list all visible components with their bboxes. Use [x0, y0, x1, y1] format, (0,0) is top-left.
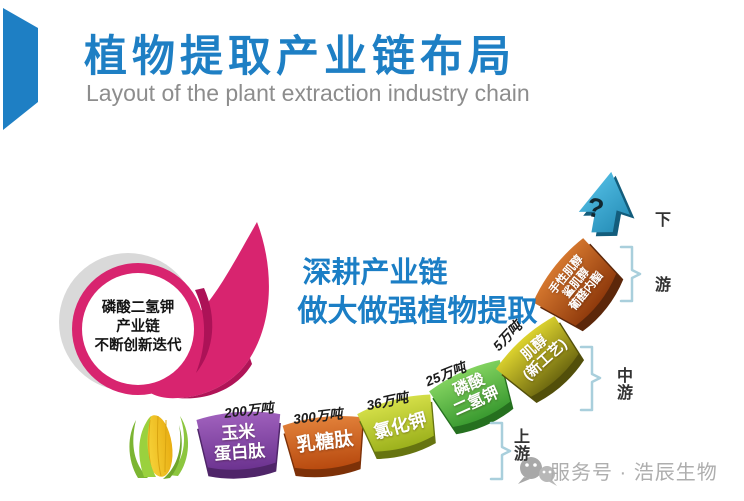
teardrop-circle-text: 磷酸二氢钾 产业链 不断创新迭代: [94, 300, 182, 354]
downstream-label-bottom: 游: [655, 277, 672, 294]
slogan-line-2: 做大做强植物提取: [297, 295, 538, 328]
upstream-bracket: [489, 421, 512, 481]
future-arrow-icon: [578, 171, 635, 237]
midstream-bracket: [579, 345, 602, 412]
corn-icon: [129, 415, 189, 479]
wechat-icon: [518, 457, 557, 486]
page-title: 植物提取产业链布局: [84, 33, 516, 81]
upstream-label: 上 游: [514, 429, 531, 463]
slogan-line-1: 深耕产业链: [302, 257, 448, 289]
segment-label-corn-protein-peptide: 玉米 蛋白肽: [213, 421, 266, 464]
downstream-label-top: 下: [655, 212, 672, 229]
midstream-label: 中 游: [617, 368, 634, 402]
teardrop-shape: [59, 222, 269, 399]
downstream-bracket: [619, 245, 642, 303]
header-ribbon: [3, 8, 38, 130]
page-subtitle: Layout of the plant extraction industry …: [86, 80, 530, 106]
watermark-text: 服务号 · 浩辰生物: [550, 462, 718, 484]
